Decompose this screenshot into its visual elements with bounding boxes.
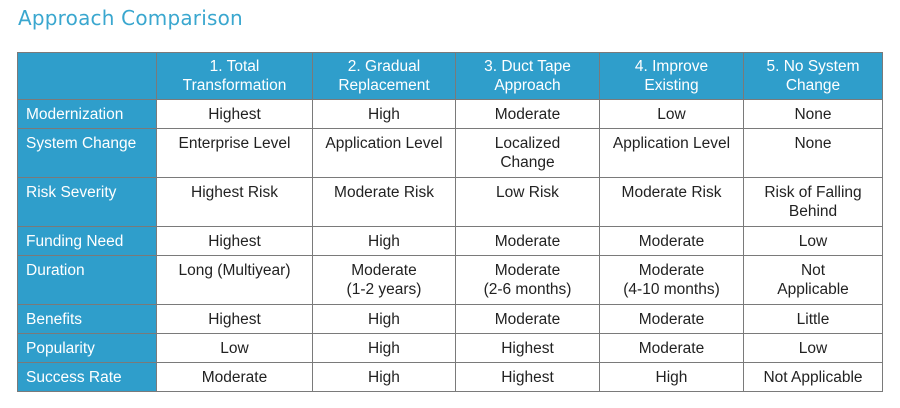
table-cell: Low — [599, 99, 744, 129]
table-cell: Risk of Falling Behind — [743, 177, 883, 227]
header-row: 1. Total Transformation 2. Gradual Repla… — [17, 52, 883, 100]
table-cell: Application Level — [599, 128, 744, 178]
table-cell: Highest Risk — [156, 177, 313, 227]
row-header: Risk Severity — [17, 177, 157, 227]
table-cell: Moderate — [599, 333, 744, 363]
table-cell: Little — [743, 304, 883, 334]
table-cell: High — [312, 333, 456, 363]
table-row: Success Rate Moderate High Highest High … — [17, 362, 883, 392]
table-cell: High — [312, 226, 456, 256]
column-header: 3. Duct Tape Approach — [455, 52, 600, 100]
table-row: Risk Severity Highest Risk Moderate Risk… — [17, 177, 883, 227]
row-header: Modernization — [17, 99, 157, 129]
table-cell: Moderate (2-6 months) — [455, 255, 600, 305]
table-cell: Highest — [156, 304, 313, 334]
table-cell: Localized Change — [455, 128, 600, 178]
table-cell: Moderate — [599, 226, 744, 256]
comparison-table: 1. Total Transformation 2. Gradual Repla… — [17, 52, 883, 392]
table-cell: Moderate — [455, 99, 600, 129]
table-cell: Moderate (1-2 years) — [312, 255, 456, 305]
column-header: 1. Total Transformation — [156, 52, 313, 100]
table-cell: Moderate (4-10 months) — [599, 255, 744, 305]
row-header: Popularity — [17, 333, 157, 363]
table-row: System Change Enterprise Level Applicati… — [17, 128, 883, 178]
table-cell: Enterprise Level — [156, 128, 313, 178]
table-cell: Moderate Risk — [312, 177, 456, 227]
table-cell: Moderate — [156, 362, 313, 392]
table-cell: Application Level — [312, 128, 456, 178]
table-row: Modernization Highest High Moderate Low … — [17, 99, 883, 129]
table-cell: High — [312, 99, 456, 129]
row-header: Funding Need — [17, 226, 157, 256]
column-header: 2. Gradual Replacement — [312, 52, 456, 100]
table-cell: High — [312, 362, 456, 392]
table-cell: Not Applicable — [743, 255, 883, 305]
corner-cell — [17, 52, 157, 100]
table-cell: Moderate — [455, 226, 600, 256]
table-cell: Highest — [156, 226, 313, 256]
table-cell: Not Applicable — [743, 362, 883, 392]
row-header: System Change — [17, 128, 157, 178]
table-cell: Moderate — [455, 304, 600, 334]
page-title: Approach Comparison — [18, 6, 243, 30]
table-cell: Low — [743, 226, 883, 256]
table-row: Popularity Low High Highest Moderate Low — [17, 333, 883, 363]
table-cell: High — [599, 362, 744, 392]
table-cell: None — [743, 128, 883, 178]
column-header: 5. No System Change — [743, 52, 883, 100]
table-cell: Low — [156, 333, 313, 363]
table-cell: Moderate Risk — [599, 177, 744, 227]
table-cell: High — [312, 304, 456, 334]
column-header: 4. Improve Existing — [599, 52, 744, 100]
table-cell: Highest — [455, 333, 600, 363]
table-row: Benefits Highest High Moderate Moderate … — [17, 304, 883, 334]
table-cell: Moderate — [599, 304, 744, 334]
table-cell: Long (Multiyear) — [156, 255, 313, 305]
table-row: Duration Long (Multiyear) Moderate (1-2 y… — [17, 255, 883, 305]
table-cell: Low — [743, 333, 883, 363]
table-cell: None — [743, 99, 883, 129]
table-cell: Highest — [455, 362, 600, 392]
row-header: Benefits — [17, 304, 157, 334]
table-row: Funding Need Highest High Moderate Moder… — [17, 226, 883, 256]
table-cell: Low Risk — [455, 177, 600, 227]
row-header: Success Rate — [17, 362, 157, 392]
table-cell: Highest — [156, 99, 313, 129]
row-header: Duration — [17, 255, 157, 305]
